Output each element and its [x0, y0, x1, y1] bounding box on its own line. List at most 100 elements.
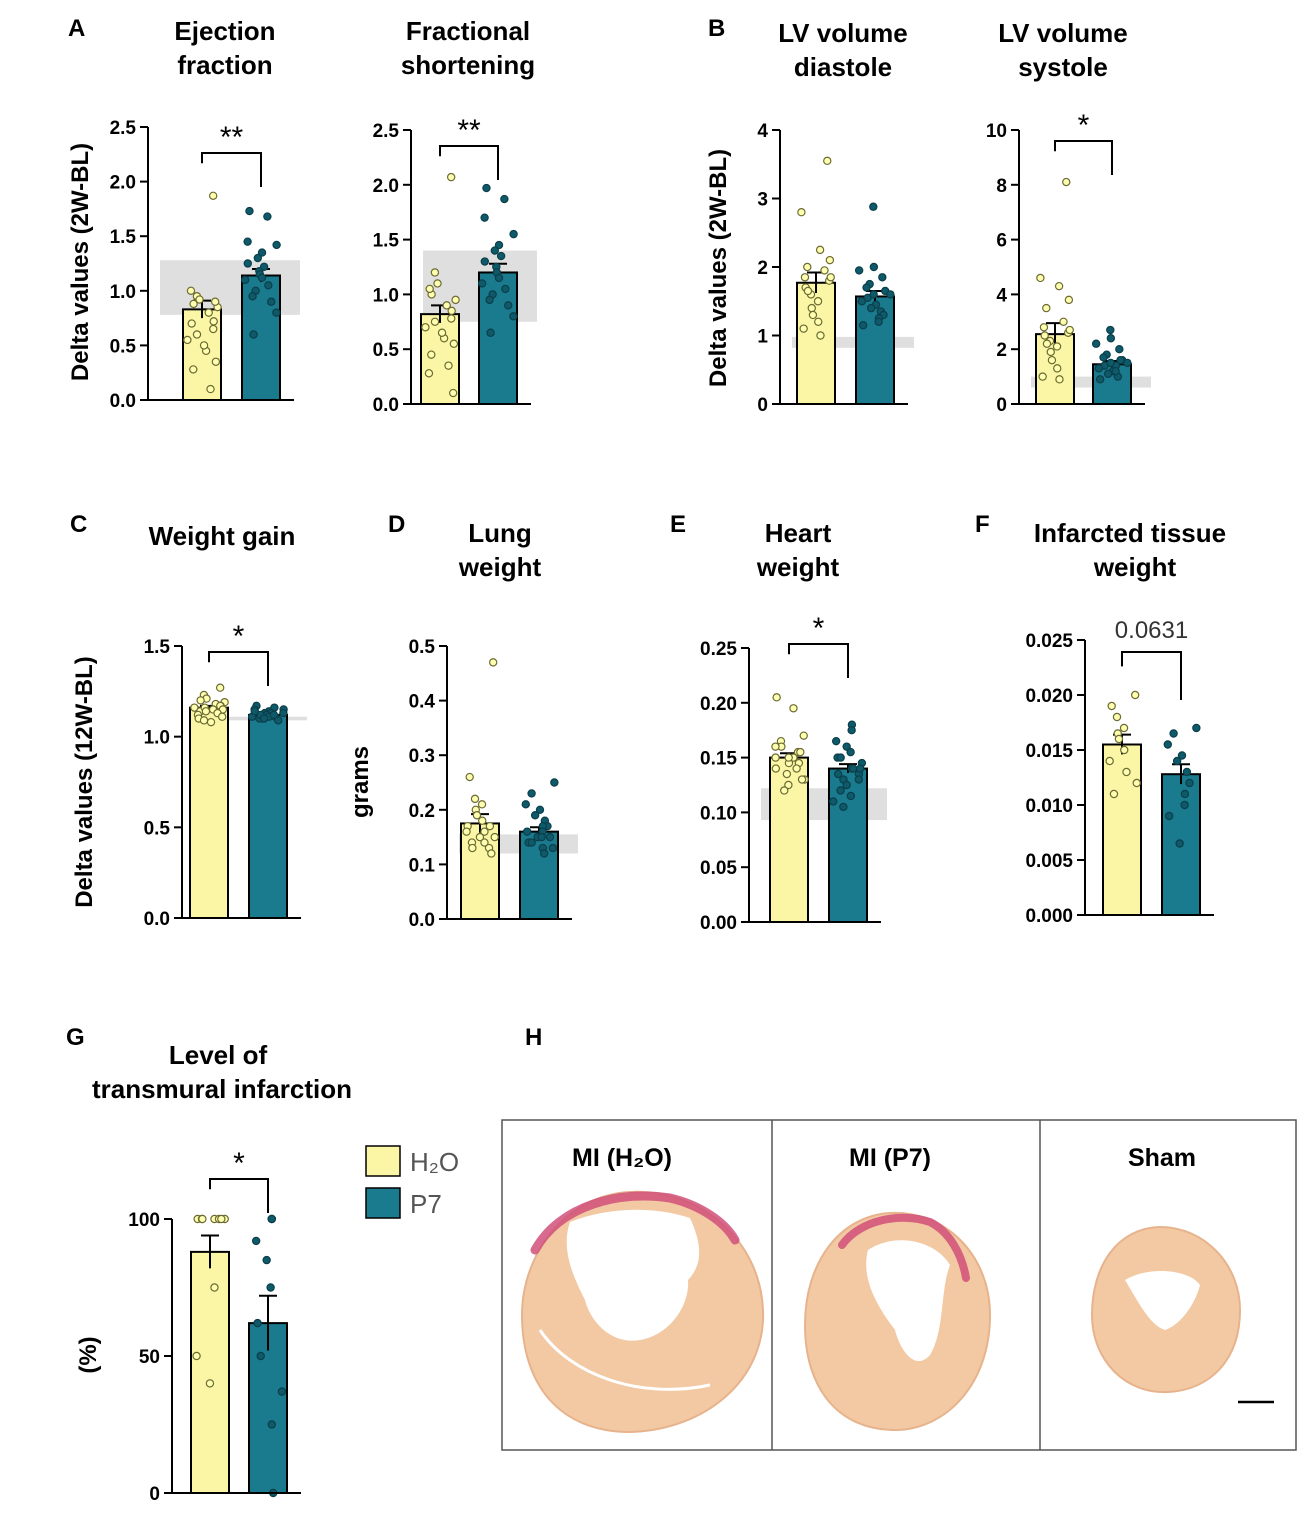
data-point [814, 317, 823, 326]
data-point [482, 183, 491, 193]
chart-title-line1: Lung [468, 518, 532, 548]
data-point [797, 207, 806, 217]
data-point [427, 350, 436, 359]
data-point [522, 827, 532, 836]
data-point [1175, 839, 1184, 848]
data-point [279, 708, 288, 718]
y-tick-label: 0.5 [144, 818, 171, 839]
data-point [530, 811, 540, 820]
data-point [1103, 369, 1113, 379]
chart-title-line1: LV volume [778, 18, 908, 48]
data-point [421, 323, 430, 332]
significance-bracket [209, 1178, 269, 1213]
data-point [771, 742, 780, 751]
data-point [472, 811, 482, 820]
data-point [277, 1387, 287, 1396]
data-point [1180, 800, 1189, 810]
data-point [540, 849, 549, 858]
chart-title-line1: Fractional [406, 16, 530, 46]
y-tick-label: 0 [996, 395, 1007, 416]
data-point [215, 683, 225, 692]
data-point [446, 172, 456, 182]
histology-title-mi-p7: MI (P7) [849, 1144, 931, 1172]
data-point [1169, 729, 1178, 738]
data-point [195, 295, 204, 304]
significance-label: * [233, 1147, 245, 1180]
data-point [800, 273, 810, 282]
chart-title-line2: weight [1093, 552, 1177, 582]
data-point [211, 357, 221, 366]
data-point [447, 314, 456, 323]
data-point [192, 330, 202, 339]
data-point [267, 297, 276, 306]
data-point [267, 1420, 276, 1429]
chart-title-line1: Weight gain [149, 521, 296, 551]
data-point [1053, 364, 1062, 373]
data-point [480, 827, 489, 836]
data-point [1052, 342, 1062, 351]
data-point [1106, 334, 1116, 343]
data-point [866, 303, 876, 313]
panel-label-g: G [66, 1024, 85, 1051]
data-point [262, 1255, 271, 1265]
heart-section-sham [1090, 1225, 1242, 1394]
chart-title-line1: Ejection [174, 16, 275, 46]
data-point [243, 259, 252, 268]
data-point [444, 361, 453, 370]
data-point [1130, 690, 1140, 700]
data-point [1111, 366, 1120, 376]
significance-label: * [813, 612, 825, 645]
heart-weight-chart: E Heart weight 0.00 0.05 0.10 0.15 0.20 0.25 * [670, 511, 887, 934]
data-point [1112, 712, 1122, 722]
data-point [797, 775, 807, 784]
data-point [249, 330, 258, 339]
y-tick-label: 0.015 [1025, 741, 1073, 762]
chart-title-line1: Level of [169, 1040, 268, 1070]
y-tick-label: 0.25 [700, 639, 737, 660]
data-point [1116, 355, 1125, 365]
panel-label-a: A [68, 15, 85, 42]
significance-bracket [439, 145, 499, 180]
significance-bracket [201, 152, 262, 187]
data-point [425, 284, 434, 294]
data-point [1164, 811, 1174, 821]
data-point [1120, 745, 1129, 755]
y-tick-label: 100 [128, 1210, 160, 1231]
data-point [430, 268, 440, 277]
lv-volume-diastole-chart: B LV volume diastole Delta values (2W-BL… [705, 15, 914, 416]
data-point [792, 764, 801, 773]
lv-volume-systole-chart: LV volume systole 0 2 4 6 8 10 * [986, 18, 1151, 416]
data-point [480, 213, 489, 222]
data-point [206, 384, 215, 394]
y-tick-label: 10 [986, 121, 1007, 142]
data-point [799, 324, 808, 333]
data-point [189, 299, 198, 309]
data-point [486, 328, 495, 337]
data-point [1114, 734, 1124, 744]
data-point [210, 1283, 219, 1292]
data-point [477, 279, 487, 288]
y-tick-label: 0.5 [110, 336, 137, 357]
legend-swatch-h2o [365, 1145, 401, 1177]
data-point [854, 266, 864, 275]
data-point [487, 849, 496, 858]
data-point [509, 229, 518, 239]
y-tick-label: 0.5 [409, 637, 436, 658]
data-point [259, 714, 269, 723]
bar-p7 [241, 274, 281, 401]
legend-label-h2o: H₂O [410, 1147, 459, 1177]
significance-bracket [788, 643, 849, 678]
y-axis-label: Delta values (2W-BL) [67, 143, 94, 381]
y-tick-label: 0.5 [373, 340, 400, 361]
data-point [789, 704, 798, 713]
data-point [187, 319, 196, 328]
data-point [826, 273, 835, 282]
data-point [836, 786, 845, 795]
data-point [480, 257, 489, 266]
y-tick-label: 0.010 [1025, 796, 1073, 817]
data-point [820, 266, 829, 275]
data-point [815, 245, 825, 255]
data-point [208, 191, 218, 200]
data-point [272, 308, 281, 317]
data-point [833, 769, 843, 779]
